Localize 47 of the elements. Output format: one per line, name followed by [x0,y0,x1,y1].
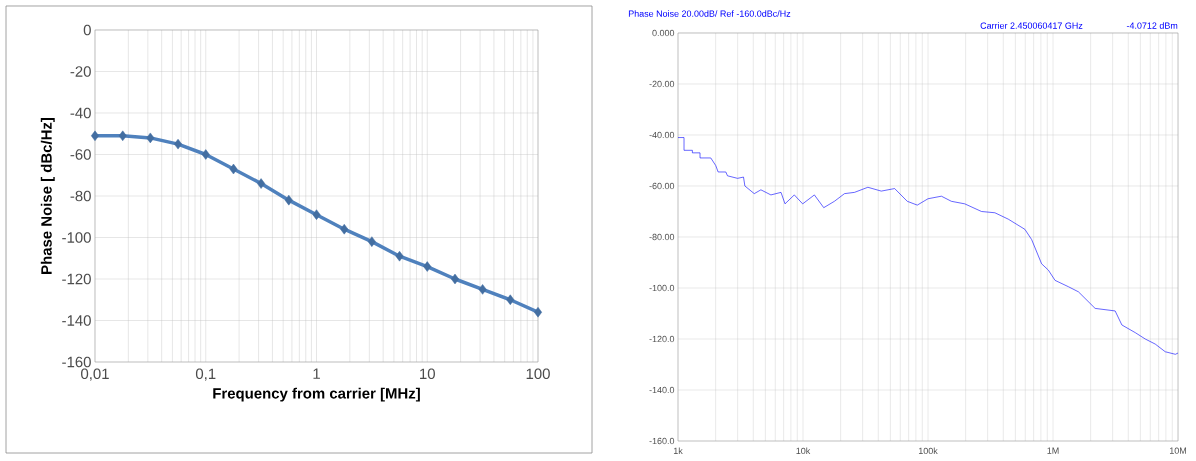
y-tick-label: -60 [70,149,91,160]
y-tick-label: -20 [70,66,91,77]
text: -4.0712 dBm [1126,22,1178,29]
y-tick-label: -80.00 [649,233,675,241]
point [367,236,376,247]
point [423,261,432,272]
x-tick-label: 0,01 [81,368,109,381]
point [395,250,404,262]
x-axis-title: Frequency from carrier [MHz] [213,387,420,402]
y-tick-label: 0 [83,24,91,36]
x-tick-label: 1k [673,447,683,455]
y-tick-label: -100 [62,232,91,243]
x-tick-label: 10k [796,447,811,455]
x-tick-label: 100 [526,368,550,380]
y-tick-label: -160.0 [649,437,675,445]
point [506,294,515,305]
y-tick-label: -160 [62,356,91,368]
y-tick-label: -80 [70,190,91,202]
y-tick-label: -120 [62,273,91,285]
point [340,223,349,235]
point [478,284,487,295]
point [257,178,266,189]
y-tick-label: -60.00 [649,182,675,190]
point [284,194,293,206]
x-tick-label: 0,1 [195,368,216,381]
x-tick-label: 1 [313,368,320,379]
point [201,149,210,160]
y-tick-label: -140.0 [649,386,675,394]
y-tick-label: -100.0 [649,284,675,292]
x-tick-label: 1M [1047,447,1059,454]
point [146,132,155,144]
y-tick-label: -140 [62,315,91,326]
x-tick-label: 100k [918,447,938,455]
x-tick-label: 10M [1169,447,1186,454]
text: Carrier 2.450060417 GHz [980,22,1083,29]
y-tick-label: -20.00 [649,80,675,88]
y-axis-title: Phase Noise [ dBc/Hz] [40,117,55,274]
point [229,163,238,175]
chart-title: Phase Noise 20.00dB/ Ref -160.0dBc/Hz [628,10,791,17]
y-tick-label: -40.00 [649,131,675,139]
y-tick-label: -120.0 [649,335,675,343]
point [174,138,183,150]
x-tick-label: 10 [420,368,435,380]
y-tick-label: -40 [70,107,91,119]
point [312,209,321,220]
point [118,130,127,142]
y-tick-label: 0.000 [652,29,675,37]
